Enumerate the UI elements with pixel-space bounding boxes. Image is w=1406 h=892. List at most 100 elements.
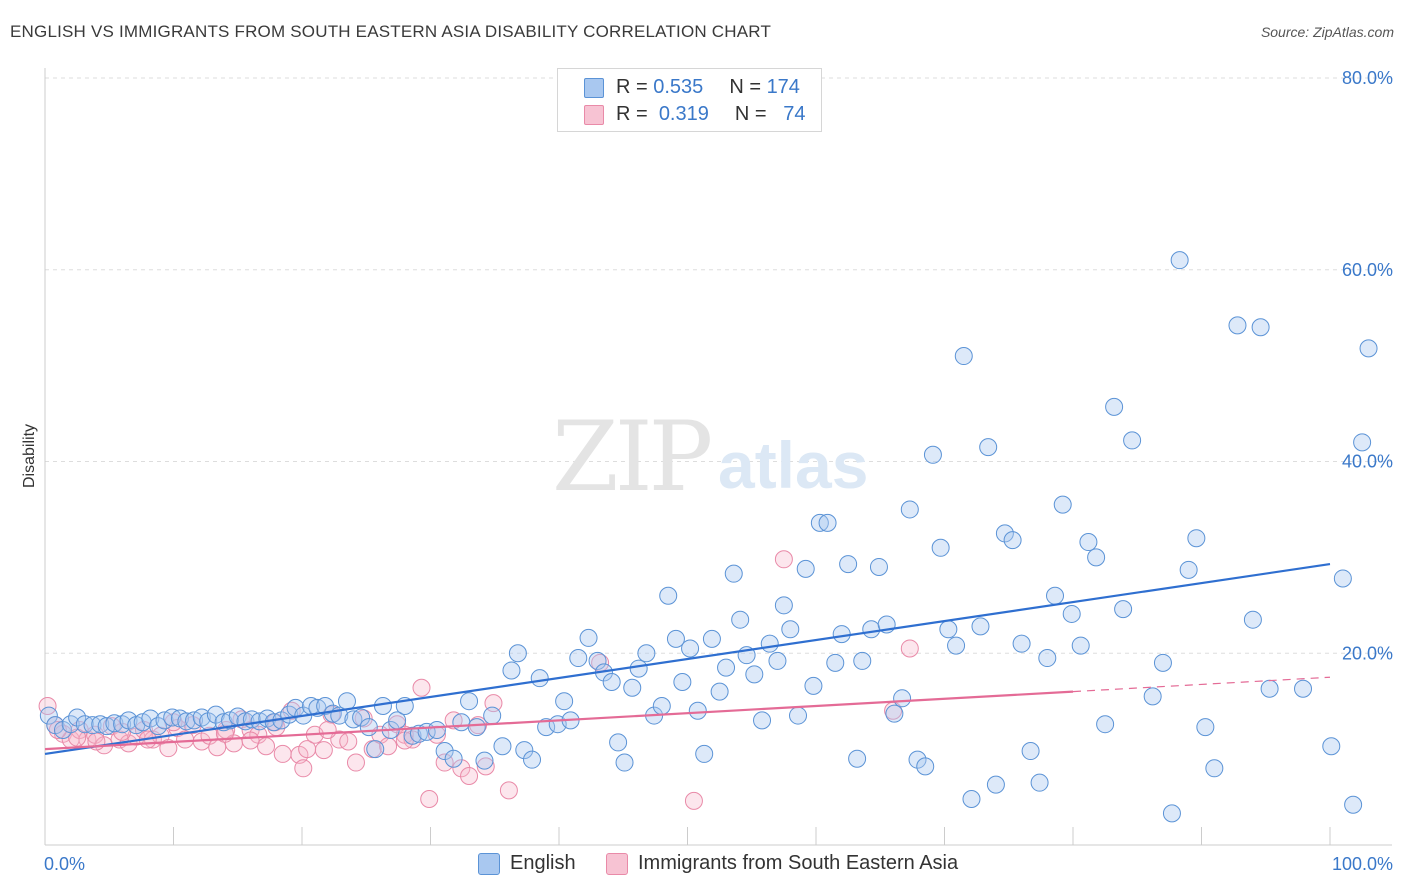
- immigrants-swatch: [584, 105, 604, 125]
- english-point: [1353, 433, 1372, 452]
- english-point: [1243, 610, 1262, 629]
- english-point: [502, 661, 521, 680]
- english-swatch: [584, 78, 604, 98]
- english-point: [1196, 718, 1215, 737]
- english-point: [1087, 548, 1106, 567]
- immigrants-point: [241, 731, 260, 750]
- immigrants-point: [684, 791, 703, 810]
- immigrants-point: [412, 678, 431, 697]
- english-point: [1114, 600, 1133, 619]
- english-point: [629, 659, 648, 678]
- immigrants-point: [476, 757, 495, 776]
- english-point: [579, 628, 598, 647]
- english-point: [760, 634, 779, 653]
- english-point: [615, 753, 634, 772]
- english-point: [1205, 759, 1224, 778]
- immigrants-point: [420, 789, 439, 808]
- y-tick-label: 20.0%: [1342, 643, 1393, 663]
- english-legend-label: English: [510, 852, 576, 874]
- english-point: [885, 704, 904, 723]
- english-point: [435, 742, 454, 761]
- english-point: [979, 438, 998, 457]
- r-label: R =: [616, 102, 648, 125]
- english-point: [908, 750, 927, 769]
- english-point: [91, 715, 110, 734]
- immigrants-point: [38, 696, 57, 715]
- english-point: [826, 653, 845, 672]
- english-point: [789, 706, 808, 725]
- immigrants-point: [499, 781, 518, 800]
- english-point: [1162, 804, 1181, 823]
- english-point: [1322, 737, 1341, 756]
- english-point: [523, 750, 542, 769]
- immigrants-point: [460, 766, 479, 785]
- english-point: [724, 564, 743, 583]
- english-point: [695, 744, 714, 763]
- english-point: [403, 726, 422, 745]
- english-point: [731, 610, 750, 629]
- legend-immigrants: Immigrants from South Eastern Asia: [606, 852, 958, 875]
- immigrants-point: [339, 732, 358, 751]
- immigrants-legend-swatch: [606, 852, 628, 875]
- english-point: [68, 708, 87, 727]
- english-point: [602, 673, 621, 692]
- english-point: [848, 749, 867, 768]
- english-point: [1170, 251, 1189, 270]
- english-point: [1096, 715, 1115, 734]
- english-point: [177, 712, 196, 731]
- english-point: [460, 692, 479, 711]
- immigrants-point: [294, 759, 313, 778]
- english-point: [971, 617, 990, 636]
- english-point: [366, 740, 385, 759]
- immigrants-points: [38, 550, 919, 810]
- english-point: [900, 500, 919, 519]
- english-point: [939, 620, 958, 639]
- english-point: [75, 715, 94, 734]
- immigrants-point: [318, 720, 337, 739]
- grid-lines: [45, 77, 1392, 654]
- english-point: [796, 559, 815, 578]
- english-point: [810, 513, 829, 532]
- english-point: [493, 737, 512, 756]
- english-point: [467, 718, 486, 737]
- english-point: [688, 701, 707, 720]
- legend-row-english: R = 0.535 N = 174: [616, 74, 800, 100]
- immigrants-point: [159, 739, 178, 758]
- english-point: [537, 718, 556, 737]
- english-point: [1003, 531, 1022, 550]
- english-point: [954, 347, 973, 366]
- english-point: [1030, 773, 1049, 792]
- english-point: [717, 658, 736, 677]
- watermark: ZIP atlas: [552, 401, 868, 513]
- english-point: [962, 789, 981, 808]
- legend-english: English: [478, 852, 576, 875]
- english-point: [1046, 586, 1065, 605]
- english-point: [1359, 339, 1378, 358]
- immigrants-point: [257, 737, 276, 756]
- y-tick-label: 40.0%: [1342, 452, 1393, 472]
- immigrants-point: [900, 639, 919, 658]
- english-point: [1228, 316, 1247, 335]
- english-point: [702, 629, 721, 648]
- english-point: [1187, 529, 1206, 548]
- correlation-legend: R = 0.535 N = 174 R = 0.319 N = 74: [557, 68, 822, 132]
- n-label: N =: [729, 75, 761, 98]
- english-point: [427, 720, 446, 739]
- english-point: [1071, 636, 1090, 655]
- english-point: [569, 649, 588, 668]
- english-point: [1062, 604, 1081, 623]
- legend-row-immigrants: R = 0.319 N = 74: [616, 101, 805, 127]
- immigrants-trend-line: [44, 690, 1074, 751]
- axes: [44, 68, 1392, 846]
- r-value-english: 0.535: [653, 75, 704, 98]
- english-point: [986, 775, 1005, 794]
- english-point: [1333, 569, 1352, 588]
- english-point: [609, 733, 628, 752]
- english-point: [483, 706, 502, 725]
- english-legend-swatch: [478, 852, 500, 875]
- english-point: [652, 696, 671, 715]
- english-point: [774, 596, 793, 615]
- english-points: [39, 251, 1378, 823]
- english-point: [1179, 560, 1198, 579]
